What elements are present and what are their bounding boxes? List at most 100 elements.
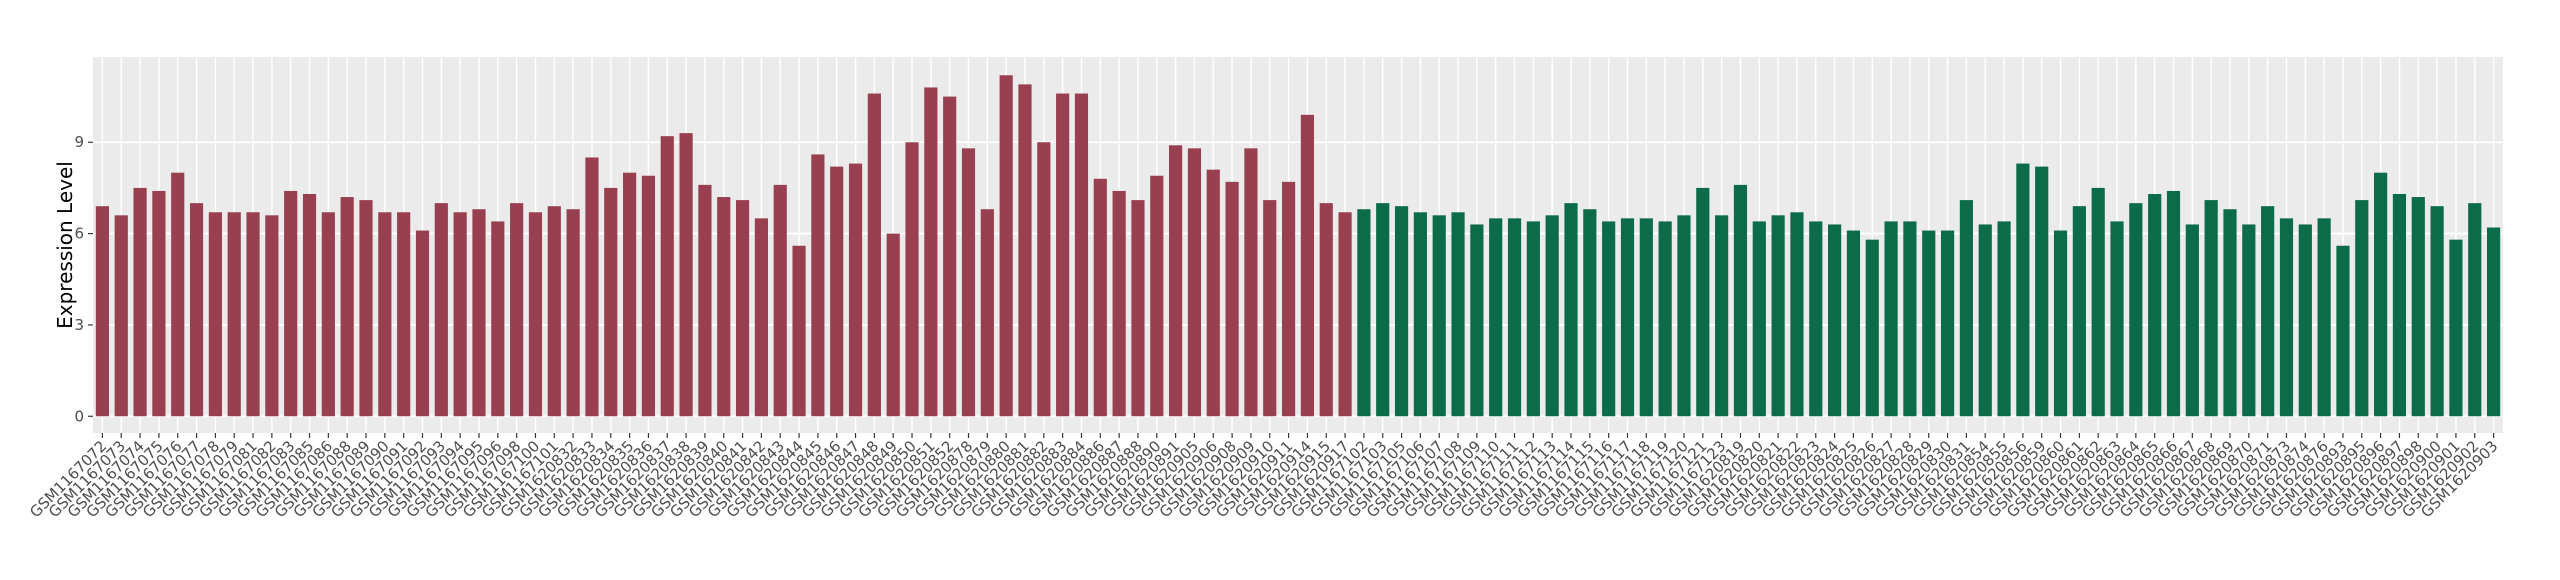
bar <box>1413 212 1427 417</box>
bar <box>415 230 430 417</box>
bar <box>1357 209 1371 417</box>
bar <box>1225 181 1239 417</box>
bar <box>2185 224 2199 417</box>
bar <box>2468 203 2482 417</box>
bar <box>2129 203 2143 417</box>
y-tick-label: 9 <box>74 133 84 151</box>
bar <box>604 187 618 417</box>
bar <box>1865 239 1879 417</box>
bar <box>1602 221 1616 417</box>
bar <box>980 209 994 417</box>
bar <box>1846 230 1861 417</box>
bar <box>1583 209 1597 417</box>
bar <box>1206 169 1220 417</box>
bar <box>133 187 147 417</box>
bar <box>1752 221 1766 417</box>
bar <box>1978 224 1992 417</box>
bar <box>1300 114 1315 417</box>
bar <box>340 197 354 417</box>
y-tick-label: 3 <box>74 316 84 334</box>
bar <box>2148 194 2162 417</box>
bar <box>2110 221 2124 417</box>
bar <box>848 163 863 417</box>
bar <box>698 184 712 417</box>
bar <box>792 245 806 417</box>
bar <box>1677 215 1691 417</box>
bar <box>189 203 204 417</box>
bar <box>359 200 373 417</box>
bar <box>1959 200 1973 417</box>
bar <box>2411 197 2425 417</box>
bar <box>2486 227 2501 417</box>
bar <box>1319 203 1333 417</box>
bar <box>1394 206 1409 417</box>
bar <box>95 206 110 417</box>
bar <box>2355 200 2369 417</box>
bar <box>2091 187 2105 417</box>
bar <box>830 166 844 417</box>
bar <box>1376 203 1390 417</box>
bar <box>2374 172 2388 417</box>
bar <box>2317 218 2331 417</box>
bar <box>1131 200 1145 417</box>
bar <box>1922 230 1936 417</box>
bar <box>1338 212 1352 417</box>
bar <box>1564 203 1578 417</box>
bar <box>2279 218 2294 417</box>
bar <box>1733 184 1748 417</box>
bar <box>434 203 448 417</box>
bar <box>1018 84 1032 417</box>
bar <box>1884 221 1898 417</box>
bar <box>1281 181 1296 417</box>
bar <box>623 172 637 417</box>
bar <box>1470 224 1484 417</box>
bar <box>397 212 411 417</box>
bar <box>867 93 881 417</box>
bar <box>1658 221 1672 417</box>
bar <box>302 194 317 417</box>
bar <box>208 212 222 417</box>
bar <box>510 203 524 417</box>
bar <box>905 142 919 417</box>
bar <box>2392 194 2407 417</box>
bar <box>2449 239 2463 417</box>
bar <box>2430 206 2444 417</box>
bar <box>1790 212 1804 417</box>
y-axis-title: Expression Level <box>53 161 77 329</box>
bar <box>2053 230 2068 417</box>
bar <box>1639 218 1653 417</box>
bar <box>491 221 505 417</box>
bar <box>1432 215 1446 417</box>
bar <box>1112 190 1126 417</box>
bar <box>1150 175 1164 417</box>
bar <box>1244 148 1258 417</box>
bar <box>811 154 825 417</box>
bar <box>2204 200 2218 417</box>
bar <box>2035 166 2049 417</box>
bar <box>1903 221 1917 417</box>
bar <box>321 212 335 417</box>
bar <box>378 212 392 417</box>
bar <box>1771 215 1785 417</box>
bar <box>1489 218 1503 417</box>
bar <box>717 197 731 417</box>
bar <box>2298 224 2312 417</box>
bar <box>472 209 486 417</box>
bar <box>641 175 656 417</box>
bar <box>114 215 128 417</box>
bar <box>1093 178 1107 417</box>
bar <box>1696 187 1710 417</box>
bar <box>585 157 599 417</box>
bar <box>1545 215 1559 417</box>
bar <box>1169 145 1183 417</box>
bar <box>1037 142 1051 417</box>
bar <box>1620 218 1635 417</box>
bar <box>1997 221 2011 417</box>
bar <box>735 200 750 417</box>
bar <box>566 209 580 417</box>
bar <box>2016 163 2030 417</box>
bar <box>886 233 900 417</box>
bar <box>152 190 166 417</box>
bar <box>265 215 279 417</box>
